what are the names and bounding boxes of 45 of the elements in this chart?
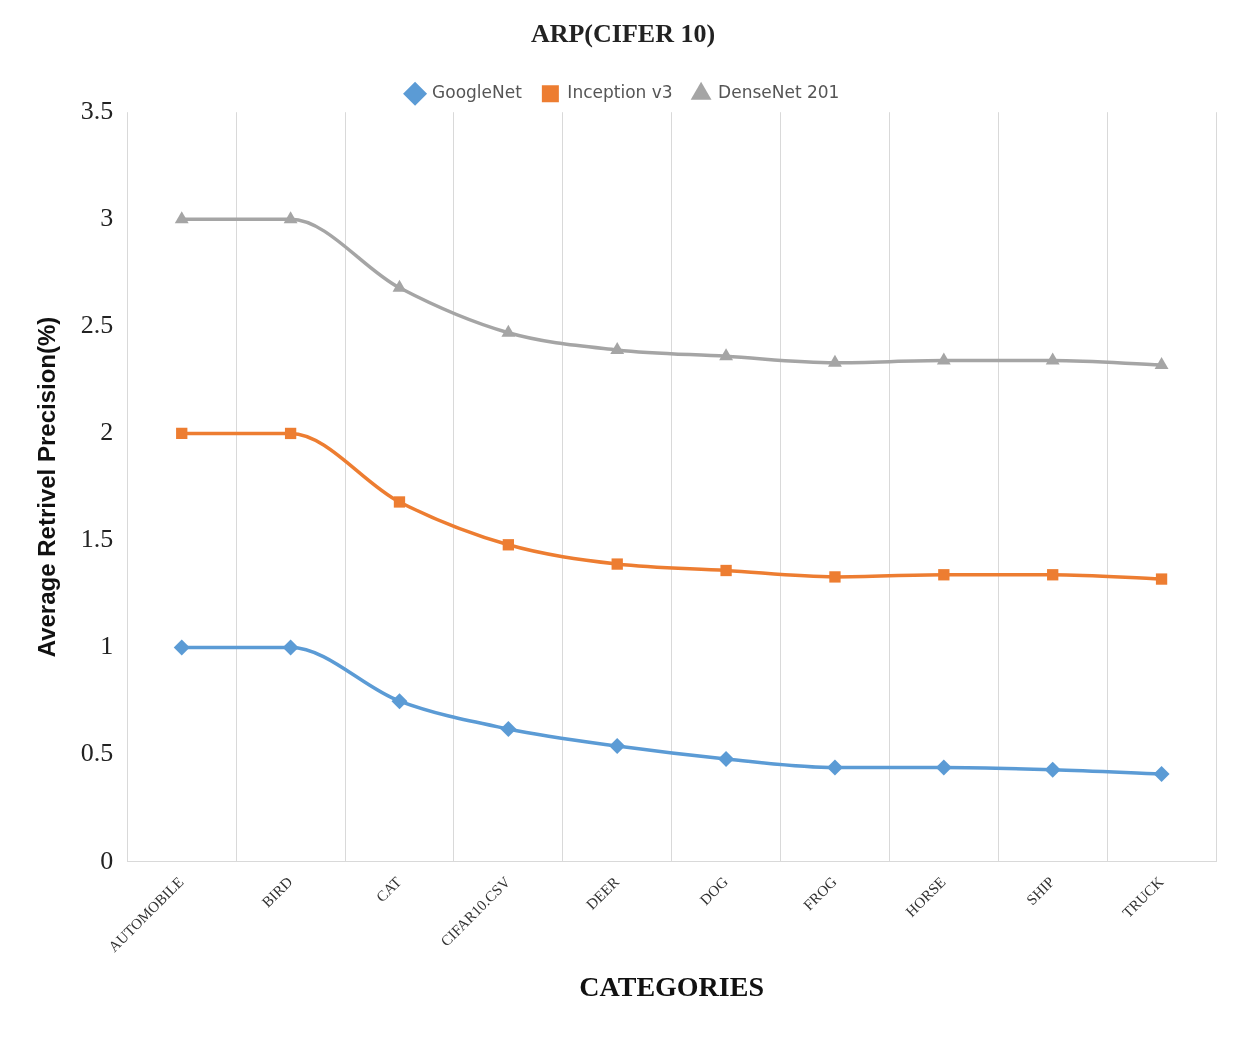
y-tick-label: 0 bbox=[100, 845, 114, 875]
point bbox=[393, 496, 406, 508]
point bbox=[1044, 761, 1061, 778]
point bbox=[501, 324, 516, 337]
y-tick-label: 1 bbox=[100, 631, 114, 661]
point bbox=[392, 279, 407, 292]
point bbox=[1153, 765, 1170, 782]
point bbox=[284, 427, 297, 440]
point bbox=[610, 341, 625, 354]
point bbox=[1154, 356, 1169, 369]
point bbox=[176, 427, 188, 440]
point bbox=[1047, 569, 1059, 581]
point bbox=[936, 352, 951, 365]
point bbox=[282, 639, 299, 656]
y-tick-label: 3 bbox=[100, 203, 114, 233]
point bbox=[609, 738, 626, 755]
legend-label: DenseNet 201 bbox=[718, 82, 840, 103]
point bbox=[826, 759, 843, 776]
point bbox=[828, 354, 842, 367]
point bbox=[611, 558, 623, 570]
point bbox=[283, 211, 298, 224]
point bbox=[500, 720, 517, 737]
y-tick-label: 0.5 bbox=[80, 738, 114, 768]
y-axis-title: Average Retrivel Precision(%) bbox=[33, 316, 61, 658]
point bbox=[502, 539, 514, 551]
point bbox=[173, 639, 190, 656]
x-tick-label: CAT bbox=[373, 873, 405, 906]
point bbox=[938, 569, 950, 581]
chart-title: ARP(CIFER 10) bbox=[530, 19, 716, 49]
y-tick-label: 2 bbox=[100, 417, 114, 447]
point bbox=[720, 564, 732, 577]
legend-label: Inception v3 bbox=[567, 82, 673, 103]
y-tick-label: 2.5 bbox=[80, 310, 114, 340]
legend-label: GoogleNet bbox=[432, 82, 523, 103]
y-tick-label: 1.5 bbox=[80, 524, 114, 554]
x-axis-title: CATEGORIES bbox=[579, 971, 764, 1003]
point bbox=[935, 759, 952, 776]
point bbox=[174, 211, 189, 224]
point bbox=[1155, 573, 1168, 585]
point bbox=[391, 693, 408, 710]
point bbox=[829, 571, 841, 583]
point bbox=[1045, 352, 1060, 365]
y-tick-label: 3.5 bbox=[80, 96, 114, 126]
point bbox=[719, 348, 734, 361]
point bbox=[718, 750, 735, 767]
